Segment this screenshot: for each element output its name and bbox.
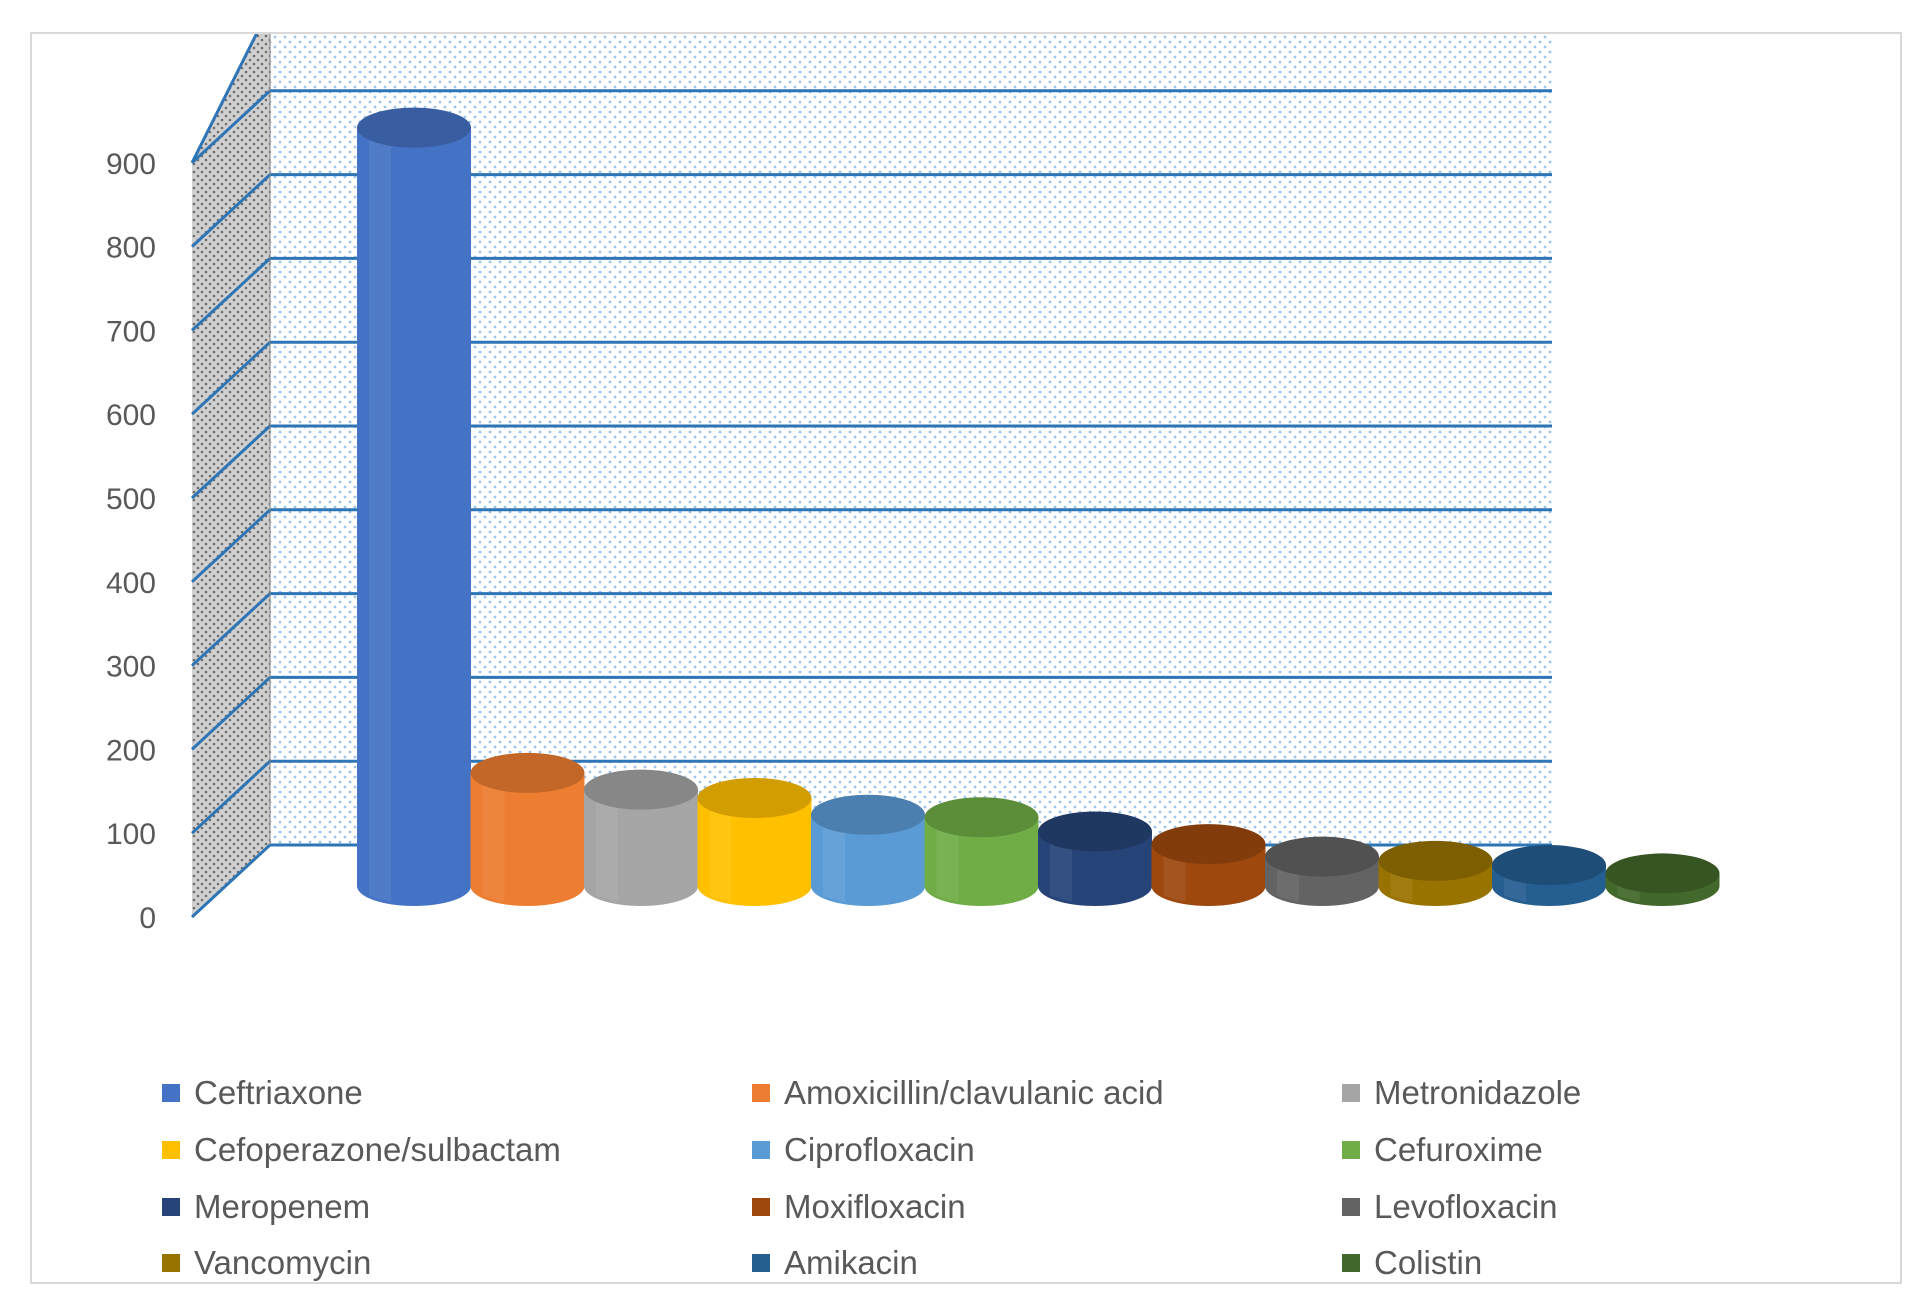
bar-top	[1151, 824, 1266, 865]
bars	[357, 107, 1720, 907]
legend-item: Colistin	[1342, 1240, 1482, 1286]
legend-item: Meropenem	[162, 1184, 370, 1230]
bar-top	[1605, 853, 1720, 894]
bar	[697, 778, 812, 907]
gridline-side	[190, 592, 272, 667]
legend-item: Amoxicillin/clavulanic acid	[752, 1070, 1164, 1116]
legend-swatch	[162, 1198, 180, 1216]
y-tick-label: 400	[106, 567, 156, 600]
legend-label: Cefoperazone/sulbactam	[194, 1131, 561, 1168]
bar-highlight	[1050, 835, 1072, 902]
legend-swatch	[1342, 1084, 1360, 1102]
bar-top	[924, 797, 1039, 838]
bar	[811, 794, 925, 906]
back-wall	[270, 34, 1552, 846]
legend-label: Ceftriaxone	[194, 1074, 363, 1111]
legend-swatch	[752, 1141, 770, 1159]
y-tick-label: 200	[106, 734, 156, 767]
y-tick-label: 100	[106, 818, 156, 851]
y-tick-label: 500	[106, 483, 156, 516]
bar-top	[1378, 840, 1493, 881]
gridline-side	[190, 843, 272, 919]
legend-label: Metronidazole	[1374, 1074, 1582, 1111]
gridline-side	[190, 676, 272, 751]
legend-swatch	[1342, 1254, 1360, 1272]
legend-swatch	[1342, 1141, 1360, 1159]
gridline-side	[190, 89, 272, 164]
bar-highlight	[596, 793, 618, 902]
legend-item: Ceftriaxone	[162, 1070, 363, 1116]
legend-label: Amikacin	[784, 1244, 918, 1281]
legend-item: Metronidazole	[1342, 1070, 1581, 1116]
bar	[924, 797, 1039, 906]
bar	[357, 107, 471, 907]
bar	[584, 769, 698, 906]
gridline-side	[190, 508, 272, 583]
bar-highlight	[936, 821, 959, 902]
bar-highlight	[823, 818, 845, 902]
bar	[1605, 853, 1720, 907]
bar-top	[584, 769, 698, 810]
legend-item: Amikacin	[752, 1240, 918, 1286]
gridlines	[190, 34, 1552, 919]
legend-label: Vancomycin	[194, 1244, 372, 1281]
bar-top	[357, 107, 471, 148]
legend-item: Cefuroxime	[1342, 1127, 1543, 1173]
legend-label: Cefuroxime	[1374, 1131, 1543, 1168]
legend-swatch	[1342, 1198, 1360, 1216]
y-tick-label: 800	[106, 232, 156, 265]
bar-highlight	[482, 776, 505, 902]
legend-swatch	[162, 1084, 180, 1102]
bar-highlight	[709, 802, 732, 902]
bar	[1038, 811, 1152, 906]
chart-frame: 0 100 200 300 400 500 600 700 800 900 Ceftriaxone…	[30, 32, 1902, 1284]
y-tick-label: 0	[139, 902, 156, 935]
bar-top	[1492, 845, 1606, 886]
gridline-side	[190, 424, 272, 500]
legend-label: Colistin	[1374, 1244, 1483, 1281]
legend-label: Levofloxacin	[1374, 1188, 1558, 1225]
legend-label: Meropenem	[194, 1188, 371, 1225]
legend-item: Levofloxacin	[1342, 1184, 1557, 1230]
bar-top	[470, 752, 585, 793]
legend-item: Moxifloxacin	[752, 1184, 966, 1230]
legend-swatch	[162, 1254, 180, 1272]
gridline-side-top	[190, 34, 259, 164]
bar-top	[1265, 836, 1379, 877]
legend-item: Cefoperazone/sulbactam	[162, 1127, 561, 1173]
bar	[1492, 845, 1606, 906]
bar	[1378, 840, 1493, 907]
legend-swatch	[162, 1141, 180, 1159]
gridline-side	[190, 760, 272, 835]
bar-highlight	[369, 131, 391, 903]
legend-label: Moxifloxacin	[784, 1188, 966, 1225]
gridline-side	[190, 257, 272, 332]
legend-swatch	[752, 1198, 770, 1216]
legend-item: Vancomycin	[162, 1240, 371, 1286]
y-tick-label: 300	[106, 651, 156, 684]
legend-label: Ciprofloxacin	[784, 1131, 975, 1168]
y-axis-tick-labels: 0 100 200 300 400 500 600 700 800 900	[106, 148, 156, 935]
legend-swatch	[752, 1254, 770, 1272]
bar-chart: 0 100 200 300 400 500 600 700 800 900	[106, 34, 1720, 935]
bar	[1265, 836, 1379, 906]
y-tick-label: 700	[106, 315, 156, 348]
bar-top	[811, 794, 925, 835]
bar	[1151, 824, 1266, 907]
legend: Ceftriaxone Amoxicillin/clavulanic acid Me…	[162, 1070, 1842, 1310]
bar-top	[697, 778, 812, 819]
gridline-side	[190, 173, 272, 248]
y-tick-label: 600	[106, 399, 156, 432]
legend-swatch	[752, 1084, 770, 1102]
bar	[470, 752, 585, 907]
legend-label: Amoxicillin/clavulanic acid	[784, 1074, 1164, 1111]
gridline-side	[190, 341, 272, 416]
bar-top	[1038, 811, 1152, 852]
side-wall	[192, 34, 270, 917]
legend-item: Ciprofloxacin	[752, 1127, 975, 1173]
y-tick-label: 900	[106, 148, 156, 181]
bar-highlight	[1163, 848, 1186, 902]
